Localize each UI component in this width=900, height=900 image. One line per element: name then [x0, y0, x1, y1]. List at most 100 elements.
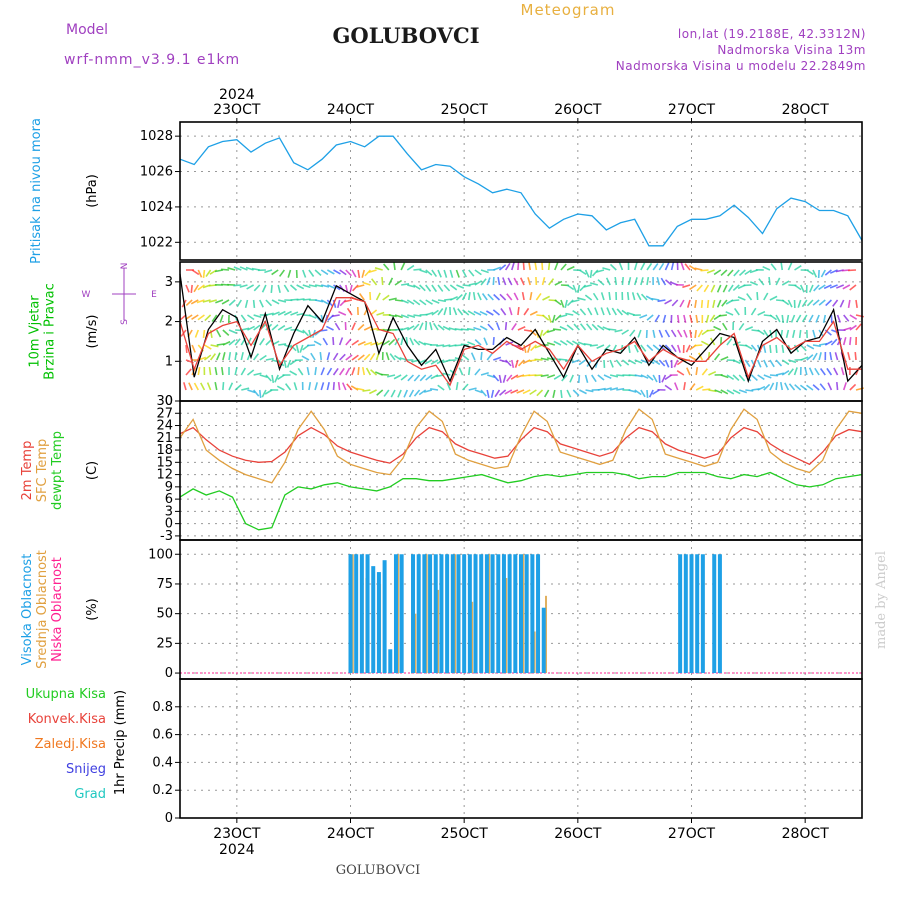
y-tick-label: 0.2: [152, 783, 173, 798]
wind-arrow: [843, 314, 850, 322]
wind-arrow: [709, 314, 716, 323]
wind-arrow: [492, 309, 500, 316]
wind-arrow: [738, 322, 745, 331]
wind-arrow: [302, 329, 309, 337]
wind-arrow: [552, 328, 562, 331]
wind-arrow: [849, 383, 857, 391]
high-cloud-bar: [536, 554, 541, 674]
wind-arrow: [541, 277, 546, 286]
wind-arrow: [540, 357, 549, 361]
wind-arrow: [834, 352, 839, 361]
x-tick-label-top: 28OCT: [782, 102, 830, 118]
wind-arrow: [425, 374, 433, 381]
wind-arrow: [554, 262, 559, 271]
wind-arrow: [345, 338, 352, 346]
wind-arrow: [733, 269, 740, 277]
wind-arrow: [191, 314, 199, 320]
wind-arrow: [618, 262, 624, 271]
wind-arrow: [228, 329, 237, 334]
wind-arrow: [804, 367, 808, 376]
wind-arrow: [553, 374, 562, 380]
wind-arrow: [431, 284, 438, 293]
wind-arrow: [204, 344, 212, 350]
wind-arrow: [518, 359, 525, 367]
wind-arrow: [812, 344, 821, 348]
wind-arrow: [486, 353, 493, 361]
wind-arrow: [658, 359, 666, 367]
wind-arrow: [799, 284, 805, 293]
wind-arrow: [784, 382, 790, 391]
wind-arrow: [210, 344, 219, 348]
wind-arrow: [830, 338, 838, 346]
wind-arrow: [597, 374, 605, 381]
high-cloud-bar: [712, 554, 717, 674]
wind-arrow: [855, 323, 862, 331]
wind-arrow: [577, 374, 581, 384]
model-elevation-label: Nadmorska Visina u modelu 22.2849m: [616, 59, 866, 73]
wind-arrow: [277, 284, 281, 293]
high-cloud-bar: [393, 554, 398, 674]
wind-arrow: [472, 291, 476, 301]
wind-arrow: [756, 291, 759, 301]
wind-arrow: [732, 284, 740, 292]
wind-arrow: [605, 277, 611, 286]
wind-arrow: [497, 276, 501, 286]
wind-arrow: [357, 323, 365, 331]
wind-arrow: [529, 291, 533, 301]
wind-arrow: [627, 344, 631, 354]
wind-arrow: [534, 261, 538, 271]
wind-arrow: [694, 299, 697, 309]
wind-arrow: [664, 329, 671, 338]
wind-arrow: [796, 314, 802, 323]
wind-arrow: [413, 338, 421, 346]
wind-arrow: [202, 329, 206, 339]
series-line-wind-0: [179, 273, 863, 384]
wind-arrow: [763, 329, 769, 338]
wind-arrow: [492, 276, 495, 286]
wind-arrow: [608, 328, 617, 331]
wind-arrow: [486, 277, 491, 286]
wind-arrow: [615, 359, 622, 367]
wind-arrow: [297, 367, 304, 376]
wind-arrow: [190, 299, 199, 305]
wind-arrow: [763, 383, 771, 391]
wind-arrow: [787, 299, 793, 308]
wind-arrow: [521, 291, 525, 301]
wind-arrow: [293, 382, 298, 391]
wind-arrow: [763, 344, 767, 353]
wind-arrow: [510, 389, 519, 394]
high-cloud-bar: [376, 572, 381, 674]
wind-arrow: [221, 299, 230, 305]
unit-label-cloud: (%): [85, 598, 100, 621]
wind-arrow: [492, 336, 495, 346]
wind-arrow: [591, 374, 597, 383]
wind-arrow: [258, 389, 262, 399]
precip-axis-title: 1hr Precip (mm): [113, 690, 128, 795]
wind-arrow: [700, 299, 704, 309]
high-cloud-bar: [359, 554, 364, 674]
wind-arrow: [493, 266, 502, 271]
wind-arrow: [502, 277, 507, 286]
wind-arrow: [400, 299, 409, 304]
wind-arrow: [295, 344, 300, 353]
wind-arrow: [706, 329, 715, 332]
wind-arrow: [442, 325, 451, 331]
wind-arrow: [757, 385, 766, 391]
wind-arrow: [499, 359, 508, 363]
wind-arrow: [500, 308, 507, 316]
wind-arrow: [652, 329, 656, 338]
wind-arrow: [592, 292, 599, 301]
y-tick-label: 0.4: [152, 755, 173, 770]
wind-arrow: [535, 292, 542, 301]
wind-arrow: [849, 314, 858, 320]
mid-cloud-bar: [533, 631, 536, 674]
wind-arrow: [836, 284, 845, 289]
wind-arrow: [193, 382, 199, 391]
wind-arrow: [486, 374, 496, 379]
wind-arrow: [351, 354, 359, 361]
wind-arrow: [775, 344, 778, 354]
wind-arrow: [695, 385, 704, 391]
wind-arrow: [652, 263, 659, 271]
wind-arrow: [571, 299, 580, 303]
lonlat-label: lon,lat (19.2188E, 42.3312N): [678, 27, 866, 41]
